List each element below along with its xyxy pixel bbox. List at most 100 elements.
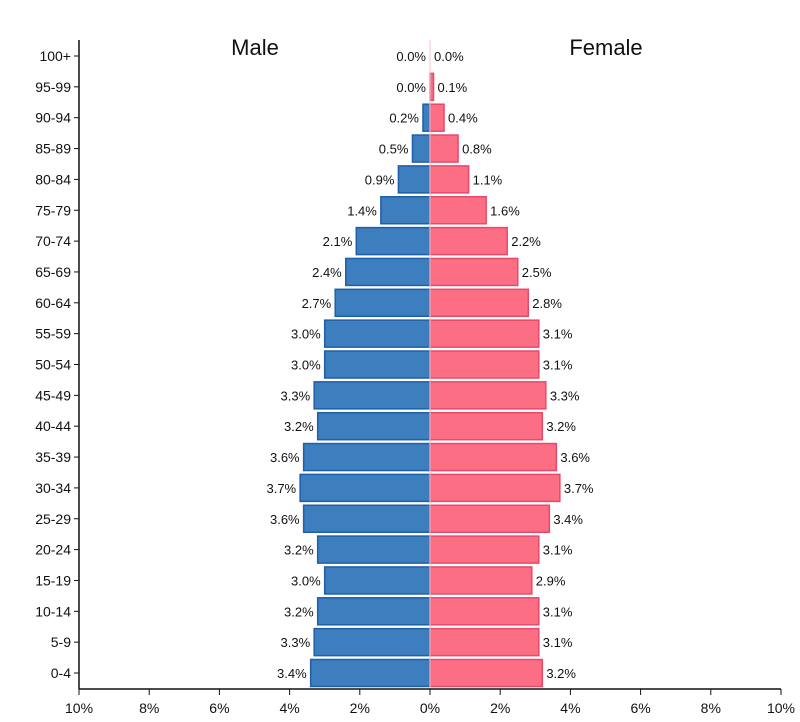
male-bar-5-9	[313, 627, 431, 657]
male-value-label: 3.2%	[284, 604, 314, 619]
female-bar-30-34	[429, 473, 561, 503]
male-bar-80-84	[397, 165, 431, 194]
female-bar-60-64	[429, 288, 530, 318]
male-bar-45-49	[313, 381, 431, 410]
male-bar-65-69	[345, 257, 431, 287]
female-value-labels: 3.2% 3.1% 3.1% 2.9% 3.1% 3.4% 3.7% 3.6% 3.2% 3.3%…	[434, 49, 594, 681]
y-tick-label: 50-54	[35, 357, 71, 373]
female-bar-75-79	[429, 196, 487, 225]
male-value-label: 2.7%	[302, 296, 332, 311]
male-bar-40-44	[316, 411, 431, 441]
female-bar-90-94	[429, 103, 445, 132]
female-bar-10-14	[429, 597, 540, 626]
female-value-label: 0.8%	[462, 142, 492, 157]
female-value-label: 3.2%	[546, 419, 576, 434]
female-value-label: 2.2%	[511, 234, 541, 249]
female-value-label: 3.1%	[543, 358, 573, 373]
female-value-label: 1.1%	[473, 172, 503, 187]
male-value-label: 0.9%	[365, 172, 395, 187]
x-axis: 10% 8% 6% 4% 2% 0% 2% 4% 6% 8% 10%	[65, 688, 795, 716]
female-value-label: 3.2%	[546, 666, 576, 681]
male-value-label: 3.2%	[284, 543, 314, 558]
female-bar-25-29	[429, 504, 551, 533]
male-bar-30-34	[299, 473, 431, 503]
y-tick-label: 35-39	[35, 449, 71, 465]
male-value-label: 0.2%	[389, 111, 419, 126]
y-tick-label: 85-89	[35, 141, 71, 157]
male-bar-75-79	[380, 196, 431, 225]
female-bars	[429, 72, 561, 688]
male-value-label: 3.3%	[281, 388, 311, 403]
female-bar-20-24	[429, 535, 540, 564]
male-bar-20-24	[316, 535, 431, 564]
male-bar-0-4	[309, 658, 431, 688]
female-bar-5-9	[429, 627, 540, 657]
female-value-label: 1.6%	[490, 203, 520, 218]
x-tick-label: 10%	[767, 700, 795, 716]
y-tick-label: 65-69	[35, 264, 71, 280]
female-bar-45-49	[429, 381, 547, 410]
female-value-label: 3.6%	[560, 450, 590, 465]
male-bar-50-54	[323, 350, 431, 379]
female-value-label: 0.1%	[438, 80, 468, 95]
x-tick-label: 2%	[490, 700, 510, 716]
female-bar-35-39	[429, 442, 558, 472]
male-value-label: 3.0%	[291, 358, 321, 373]
female-value-label: 3.1%	[543, 604, 573, 619]
male-bar-15-19	[323, 566, 431, 595]
female-value-label: 3.1%	[543, 635, 573, 650]
y-tick-label: 25-29	[35, 511, 71, 527]
female-value-label: 3.4%	[553, 512, 583, 527]
female-bar-95-99	[429, 72, 435, 102]
y-tick-label: 0-4	[51, 665, 71, 681]
female-bar-65-69	[429, 257, 519, 287]
y-tick-label: 100+	[39, 48, 71, 64]
male-value-label: 2.1%	[323, 234, 353, 249]
x-tick-label: 10%	[65, 700, 93, 716]
female-bar-80-84	[429, 165, 470, 194]
female-value-label: 2.5%	[522, 265, 552, 280]
female-value-label: 3.1%	[543, 543, 573, 558]
x-tick-label: 4%	[279, 700, 299, 716]
female-bar-15-19	[429, 566, 533, 595]
male-bar-35-39	[302, 442, 431, 472]
female-bar-40-44	[429, 411, 544, 441]
female-value-label: 2.8%	[532, 296, 562, 311]
male-bar-60-64	[334, 288, 431, 318]
y-tick-label: 75-79	[35, 202, 71, 218]
y-tick-label: 20-24	[35, 542, 71, 558]
male-value-label: 3.3%	[281, 635, 311, 650]
y-tick-label: 55-59	[35, 326, 71, 342]
male-bar-25-29	[302, 504, 431, 533]
female-bar-85-89	[429, 134, 459, 163]
female-value-label: 3.7%	[564, 481, 594, 496]
y-tick-label: 70-74	[35, 233, 71, 249]
male-value-label: 0.0%	[396, 80, 426, 95]
female-value-label: 2.9%	[536, 573, 566, 588]
y-tick-label: 80-84	[35, 171, 71, 187]
male-bars	[299, 103, 431, 688]
female-value-label: 0.4%	[448, 111, 478, 126]
male-value-label: 3.4%	[277, 666, 307, 681]
male-value-label: 1.4%	[347, 203, 377, 218]
male-value-label: 3.6%	[270, 450, 300, 465]
y-tick-label: 30-34	[35, 480, 71, 496]
male-bar-90-94	[422, 103, 431, 132]
female-bar-0-4	[429, 658, 544, 688]
male-bar-55-59	[323, 319, 431, 348]
female-bar-70-74	[429, 226, 508, 256]
male-value-labels: 3.4% 3.3% 3.2% 3.0% 3.2% 3.6% 3.7% 3.6% 3.2% 3.3%…	[266, 49, 426, 681]
male-bar-85-89	[411, 134, 431, 163]
y-tick-label: 10-14	[35, 603, 71, 619]
x-tick-label: 6%	[209, 700, 229, 716]
male-value-label: 3.0%	[291, 327, 321, 342]
female-title: Female	[569, 35, 642, 60]
x-tick-label: 8%	[701, 700, 721, 716]
y-tick-label: 40-44	[35, 418, 71, 434]
y-tick-label: 45-49	[35, 387, 71, 403]
male-value-label: 3.7%	[266, 481, 296, 496]
male-title: Male	[231, 35, 279, 60]
female-value-label: 0.0%	[434, 49, 464, 64]
y-tick-label: 5-9	[51, 634, 71, 650]
